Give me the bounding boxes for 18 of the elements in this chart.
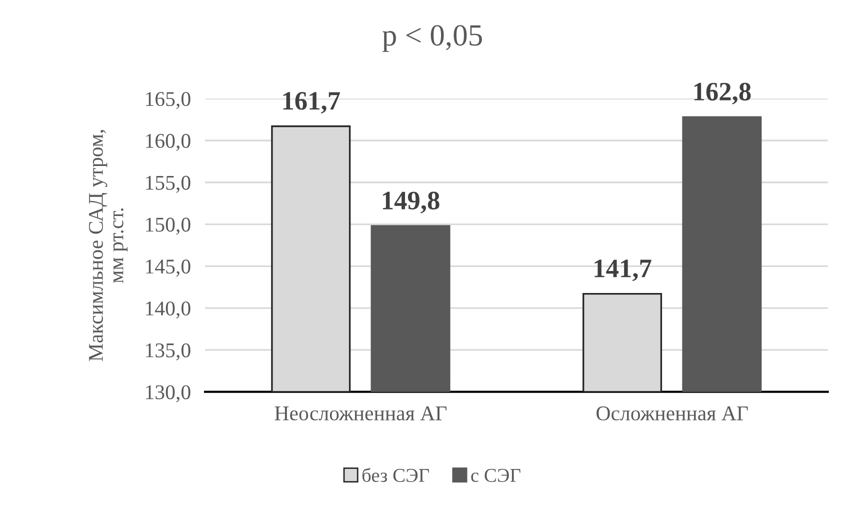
y-tick-label: 145,0 [146, 260, 190, 277]
data-label: 162,8 [694, 82, 751, 104]
y-tick-label: 130,0 [146, 385, 190, 402]
data-label: 149,8 [382, 192, 440, 214]
y-tick-label: 155,0 [146, 176, 190, 193]
x-tick-label: Осложненная АГ [596, 406, 748, 420]
data-label: 141,7 [594, 260, 652, 282]
y-tick-label: 160,0 [146, 134, 190, 151]
y-axis-title: Максимльное САД утром, мм рт.ст. [88, 130, 128, 362]
x-tick-label: Неосложненная АГ [274, 406, 447, 420]
y-tick-label: 135,0 [146, 343, 190, 360]
y-tick-label: 165,0 [146, 92, 190, 110]
y-tick-label: 150,0 [146, 218, 190, 235]
y-tick-label: 140,0 [146, 301, 190, 318]
data-label: 161,7 [283, 92, 340, 114]
legend-label: без СЭГ [362, 468, 429, 482]
chart-title: p < 0,05 [382, 25, 482, 52]
legend-label: с СЭГ [471, 468, 520, 482]
